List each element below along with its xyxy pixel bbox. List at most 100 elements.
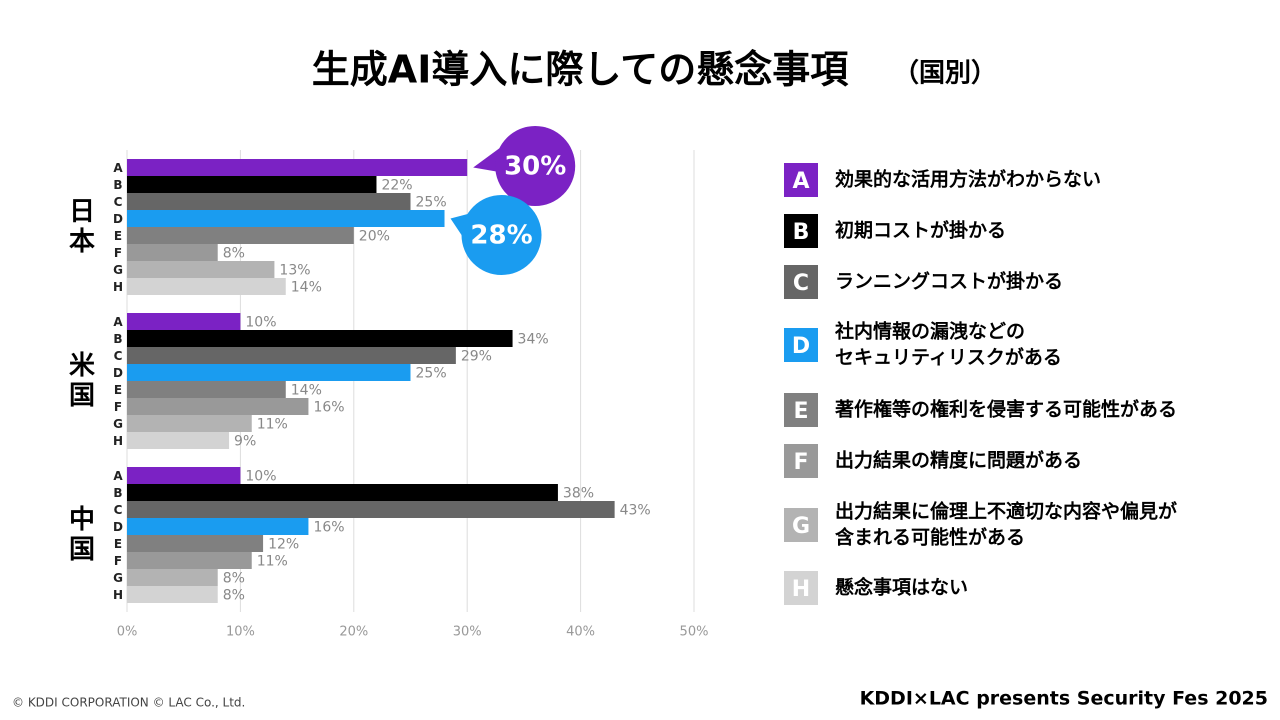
category-char: 日 — [69, 197, 95, 227]
value-label: 10% — [245, 315, 276, 331]
value-label: 34% — [518, 332, 549, 348]
bar-letter: H — [113, 434, 123, 448]
legend-swatch — [784, 328, 818, 362]
category-char: 米 — [69, 351, 95, 381]
x-tick-label: 50% — [680, 625, 709, 640]
bar — [127, 244, 218, 261]
bar — [127, 278, 286, 295]
legend-swatch — [784, 214, 818, 248]
legend-swatch — [784, 163, 818, 197]
x-tick-label: 10% — [226, 625, 255, 640]
subtitle: （国別） — [893, 59, 997, 89]
value-label: 8% — [223, 571, 245, 587]
legend-label: ランニングコストが掛かる — [835, 270, 1063, 293]
value-label: 16% — [313, 520, 344, 536]
legend-swatch — [784, 265, 818, 299]
bar-letter: A — [113, 315, 123, 329]
title: 生成AI導入に際しての懸念事項 — [312, 48, 849, 92]
bar — [127, 535, 264, 552]
legend-letter: C — [793, 271, 809, 296]
value-label: 43% — [620, 503, 651, 519]
bar — [127, 552, 252, 569]
x-tick-label: 0% — [117, 625, 138, 640]
bar — [127, 501, 615, 518]
value-label: 10% — [245, 469, 276, 485]
bar — [127, 210, 445, 227]
bar-letter: C — [114, 503, 123, 517]
category-label: 中国 — [69, 505, 95, 565]
category-label: 日本 — [69, 197, 95, 257]
bar — [127, 193, 411, 210]
value-label: 11% — [257, 554, 288, 570]
bar — [127, 364, 411, 381]
value-label: 20% — [359, 229, 390, 245]
bar-letter: H — [113, 280, 123, 294]
bar-letter: B — [113, 178, 122, 192]
value-label: 16% — [313, 400, 344, 416]
bar — [127, 347, 456, 364]
value-label: 25% — [416, 195, 447, 211]
legend-letter: F — [793, 450, 808, 475]
value-label: 29% — [461, 349, 492, 365]
bar — [127, 381, 286, 398]
legend-label: 初期コストが掛かる — [835, 219, 1006, 242]
value-label: 25% — [416, 366, 447, 382]
copyright: © KDDI CORPORATION © LAC Co., Ltd. — [12, 696, 245, 710]
bar-letter: G — [113, 417, 123, 431]
legend-swatch — [784, 444, 818, 478]
bar-letter: F — [114, 400, 122, 414]
bar-letter: D — [113, 212, 123, 226]
x-tick-label: 30% — [453, 625, 482, 640]
bar-letter: A — [113, 469, 123, 483]
category-char: 国 — [69, 381, 95, 411]
value-label: 14% — [291, 280, 322, 296]
bar-letter: G — [113, 571, 123, 585]
bar-letter: D — [113, 520, 123, 534]
category-char: 本 — [69, 227, 95, 257]
callout-bubble — [495, 126, 576, 206]
bar — [127, 484, 558, 501]
bar-letter: B — [113, 332, 122, 346]
bar-letter: E — [114, 537, 122, 551]
legend-letter: D — [792, 334, 810, 359]
legend-label: 出力結果に倫理上不適切な内容や偏見が — [835, 500, 1177, 523]
value-label: 12% — [268, 537, 299, 553]
x-tick-label: 20% — [339, 625, 368, 640]
legend-swatch — [784, 571, 818, 605]
value-label: 14% — [291, 383, 322, 399]
legend-label: 効果的な活用方法がわからない — [835, 168, 1101, 191]
legend-label: 著作権等の権利を侵害する可能性がある — [835, 398, 1177, 421]
bar — [127, 467, 241, 484]
category-label: 米国 — [69, 351, 95, 411]
value-label: 28% — [470, 221, 532, 251]
bar — [127, 227, 354, 244]
value-label: 30% — [504, 152, 566, 182]
value-label: 13% — [279, 263, 310, 279]
legend-swatch — [784, 508, 818, 542]
value-label: 22% — [381, 178, 412, 194]
bar — [127, 159, 468, 176]
legend-label: セキュリティリスクがある — [835, 346, 1062, 369]
legend-letter: E — [793, 399, 808, 424]
bar — [127, 398, 309, 415]
event-name: KDDI×LAC presents Security Fes 2025 — [860, 688, 1268, 710]
legend-letter: B — [793, 220, 810, 245]
value-label: 38% — [563, 486, 594, 502]
bar-letter: A — [113, 161, 123, 175]
legend-letter: H — [792, 577, 810, 602]
legend-letter: G — [792, 514, 810, 539]
legend-label: 含まれる可能性がある — [835, 526, 1025, 549]
bar — [127, 415, 252, 432]
bar-letter: H — [113, 588, 123, 602]
legend-label: 懸念事項はない — [835, 576, 968, 599]
bar-letter: E — [114, 229, 122, 243]
bar-letter: G — [113, 263, 123, 277]
legend-letter: A — [792, 169, 809, 194]
x-tick-label: 40% — [566, 625, 595, 640]
bar — [127, 261, 275, 278]
bar — [127, 518, 309, 535]
bar — [127, 586, 218, 603]
bar-letter: C — [114, 349, 123, 363]
legend-label: 出力結果の精度に問題がある — [835, 449, 1082, 472]
